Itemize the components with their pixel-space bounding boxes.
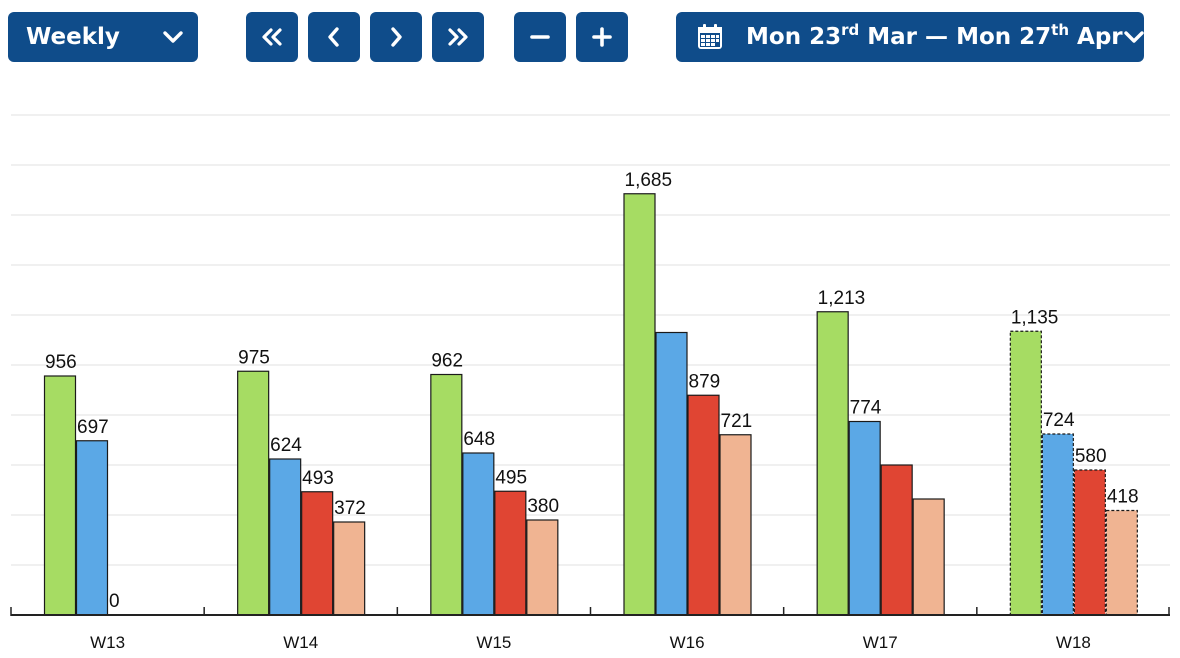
data-label: 962 [431, 351, 463, 372]
data-label: 380 [527, 496, 559, 517]
bar [1073, 469, 1106, 616]
zoom-in-button[interactable] [576, 12, 628, 62]
data-label: 1,685 [625, 170, 673, 191]
bar [687, 394, 720, 616]
bar [1041, 433, 1074, 616]
double-chevron-right-icon [445, 27, 471, 47]
data-label: 879 [689, 371, 721, 392]
x-tick-label: W14 [283, 633, 318, 652]
end-month: Apr [1077, 24, 1123, 50]
bar [333, 521, 366, 616]
period-select[interactable]: Weekly [8, 12, 198, 62]
next-period-button[interactable] [370, 12, 422, 62]
end-date: 27 [1019, 24, 1052, 50]
data-label: 372 [334, 498, 366, 519]
bar [719, 434, 752, 616]
x-tick-label: W15 [476, 633, 511, 652]
period-select-label: Weekly [26, 24, 120, 50]
chevron-down-icon [1123, 30, 1145, 44]
start-day: Mon [746, 24, 802, 50]
last-period-button[interactable] [432, 12, 484, 62]
bar [494, 490, 527, 616]
data-label: 495 [495, 467, 527, 488]
date-range-picker[interactable]: Mon 23rd Mar — Mon 27th Apr [676, 12, 1144, 62]
bar [301, 491, 334, 616]
bar [1105, 509, 1138, 616]
bar [816, 311, 849, 616]
data-label: 721 [721, 411, 753, 432]
data-label: 0 [109, 591, 120, 612]
zoom-out-button[interactable] [514, 12, 566, 62]
x-tick-label: W13 [90, 633, 125, 652]
chevron-down-icon [162, 30, 184, 44]
data-label: 624 [270, 435, 302, 456]
end-date-suffix: th [1051, 21, 1070, 39]
bar [43, 375, 77, 616]
bar [526, 519, 559, 616]
bar [655, 331, 688, 616]
bar [848, 420, 881, 616]
data-label: 493 [302, 468, 334, 489]
bar [430, 373, 463, 616]
calendar-icon [696, 23, 724, 51]
range-separator: — [925, 24, 949, 50]
x-tick-label: W18 [1056, 633, 1091, 652]
bar [623, 193, 656, 616]
data-label: 418 [1107, 487, 1139, 508]
chevron-right-icon [386, 26, 406, 48]
data-label: 1,213 [818, 288, 866, 309]
bar [912, 498, 945, 616]
bar [1009, 330, 1042, 616]
bar [237, 370, 270, 616]
minus-icon [529, 26, 551, 48]
x-tick-label: W16 [670, 633, 705, 652]
data-label: 956 [45, 352, 77, 373]
start-date: 23 [809, 24, 842, 50]
data-label: 1,135 [1011, 307, 1059, 328]
date-range-text: Mon 23rd Mar — Mon 27th Apr [746, 21, 1123, 51]
start-month: Mar [867, 24, 918, 50]
end-day: Mon [956, 24, 1012, 50]
bar [269, 458, 302, 616]
data-label: 774 [850, 398, 882, 419]
chevron-left-icon [324, 26, 344, 48]
bar [462, 452, 495, 616]
first-period-button[interactable] [246, 12, 298, 62]
previous-period-button[interactable] [308, 12, 360, 62]
bar [880, 464, 913, 616]
x-tick-label: W17 [863, 633, 898, 652]
data-label: 648 [463, 429, 495, 450]
start-date-suffix: rd [841, 21, 860, 39]
plus-icon [591, 26, 613, 48]
bar [75, 440, 109, 616]
toolbar: Weekly [0, 0, 1180, 70]
data-label: 724 [1043, 410, 1075, 431]
data-label: 580 [1075, 446, 1107, 467]
data-label: 975 [238, 347, 270, 368]
double-chevron-left-icon [259, 27, 285, 47]
data-label: 697 [77, 417, 109, 438]
